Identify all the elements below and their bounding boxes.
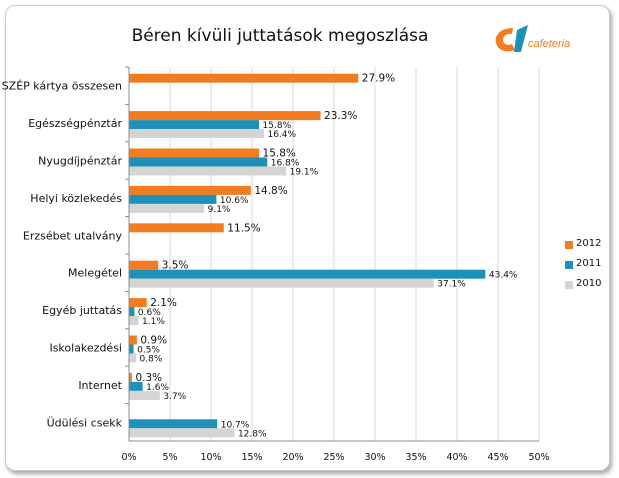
legend-item-2011: 2011 <box>565 258 619 272</box>
bar-2010 <box>129 203 205 213</box>
x-tick-label: 50% <box>528 452 549 463</box>
bar-2012 <box>129 111 321 121</box>
data-label-2011: 15.8% <box>263 121 292 131</box>
bar-2011 <box>129 120 260 130</box>
data-label-2011: 10.6% <box>220 196 249 206</box>
bar-2012 <box>129 260 159 270</box>
bar-2010 <box>129 390 160 400</box>
category-label: Nyugdíjpénztár <box>38 155 122 168</box>
legend-label-2011: 2011 <box>576 258 602 269</box>
x-tick-label: 0% <box>121 452 136 463</box>
bar-2010 <box>129 316 139 326</box>
data-label-2012: 15.8% <box>263 148 296 160</box>
data-label-2010: 16.4% <box>267 130 296 140</box>
data-label-2010: 1.1% <box>142 317 165 327</box>
data-label-2012: 14.8% <box>254 185 287 197</box>
legend-swatch-2011 <box>565 261 573 269</box>
category-label: Iskolakezdési <box>49 342 122 355</box>
data-label-2012: 11.5% <box>227 222 260 234</box>
bar-2011 <box>129 269 486 279</box>
legend-label-2012: 2012 <box>576 238 602 249</box>
category-label: Internet <box>78 379 122 392</box>
data-label-2010: 9.1% <box>208 205 231 215</box>
bar-2011 <box>129 194 217 204</box>
data-label-2010: 3.7% <box>163 392 186 402</box>
bar-2011 <box>129 157 268 167</box>
legend-item-2010: 2010 <box>565 278 619 292</box>
x-tick-label: 40% <box>446 452 467 463</box>
x-tick-label: 10% <box>200 452 221 463</box>
bar-2011 <box>129 419 218 429</box>
data-label-2011: 0.6% <box>138 308 161 318</box>
bar-2010 <box>129 278 434 288</box>
category-label: Erzsébet utalvány <box>23 229 123 242</box>
data-label-2012: 27.9% <box>362 73 395 85</box>
bar-2012 <box>129 335 137 345</box>
bar-2012 <box>129 372 132 382</box>
data-label-2011: 43.4% <box>489 271 518 281</box>
bar-2012 <box>129 185 251 195</box>
category-label: Egyéb juttatás <box>42 304 122 317</box>
legend-label-2010: 2010 <box>576 278 602 289</box>
bar-2010 <box>129 428 235 438</box>
bar-2010 <box>129 166 287 176</box>
category-label: Helyi közlekedés <box>30 192 122 205</box>
bar-2012 <box>129 223 224 233</box>
bar-2011 <box>129 307 135 317</box>
bar-2012 <box>129 73 359 83</box>
category-label: Melegétel <box>68 267 122 280</box>
legend-item-2012: 2012 <box>565 238 619 252</box>
data-label-2010: 19.1% <box>290 168 319 178</box>
bar-2012 <box>129 298 147 308</box>
chart-title: Béren kívüli juttatások megoszlása <box>131 26 429 46</box>
cafeteria-logo <box>495 25 528 52</box>
data-label-2011: 0.5% <box>137 346 160 356</box>
data-label-2012: 2.1% <box>150 297 177 309</box>
x-tick-label: 25% <box>323 452 344 463</box>
data-label-2012: 0.3% <box>135 372 162 384</box>
bar-2010 <box>129 129 264 139</box>
x-tick-label: 30% <box>364 452 385 463</box>
bar-2012 <box>129 148 260 158</box>
data-label-2010: 12.8% <box>238 429 267 439</box>
data-label-2012: 23.3% <box>324 110 357 122</box>
legend-swatch-2012 <box>565 241 573 249</box>
x-tick-label: 35% <box>405 452 426 463</box>
logo-text: cafeteria <box>528 38 571 50</box>
bar-2011 <box>129 381 143 391</box>
data-label-2012: 3.5% <box>162 260 189 272</box>
category-label: Üdülési csekk <box>47 416 123 429</box>
bar-2010 <box>129 353 137 363</box>
data-label-2012: 0.9% <box>140 335 167 347</box>
category-label: Egészségpénztár <box>28 117 122 130</box>
data-label-2011: 16.8% <box>271 159 300 169</box>
data-label-2010: 0.8% <box>140 355 163 365</box>
data-label-2011: 10.7% <box>221 420 250 430</box>
data-label-2011: 1.6% <box>146 383 169 393</box>
x-tick-label: 20% <box>282 452 303 463</box>
x-tick-label: 45% <box>487 452 508 463</box>
category-label: SZÉP kártya összesen <box>2 80 122 93</box>
x-tick-label: 5% <box>162 452 177 463</box>
x-tick-label: 15% <box>241 452 262 463</box>
bar-2011 <box>129 344 134 354</box>
data-label-2010: 37.1% <box>437 280 466 290</box>
legend-swatch-2010 <box>565 281 573 289</box>
